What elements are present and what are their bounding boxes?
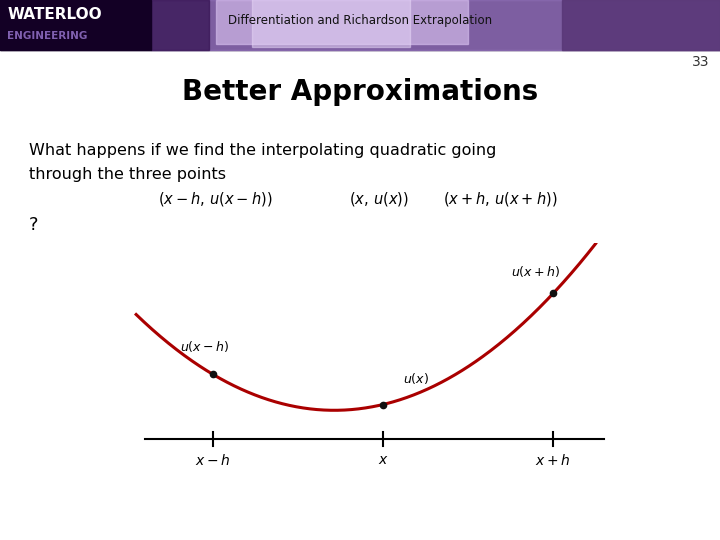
Text: $(x-h,\,u(x-h))$: $(x-h,\,u(x-h))$ <box>158 190 273 208</box>
Text: $x+h$: $x+h$ <box>536 453 571 468</box>
Text: through the three points: through the three points <box>29 167 226 183</box>
Text: ENGINEERING: ENGINEERING <box>7 31 88 40</box>
Text: $(x+h,\,u(x+h))$: $(x+h,\,u(x+h))$ <box>443 190 557 208</box>
Text: $u(x)$: $u(x)$ <box>403 372 429 386</box>
Text: 33: 33 <box>692 55 709 69</box>
Text: What happens if we find the interpolating quadratic going: What happens if we find the interpolatin… <box>29 143 496 158</box>
Text: Better Approximations: Better Approximations <box>182 78 538 106</box>
Text: $u(x+h)$: $u(x+h)$ <box>511 265 561 279</box>
Text: ?: ? <box>29 216 38 234</box>
Text: $x$: $x$ <box>377 453 388 467</box>
Text: $(x,\,u(x))$: $(x,\,u(x))$ <box>349 190 409 208</box>
Text: $u(x-h)$: $u(x-h)$ <box>179 339 229 354</box>
Text: Differentiation and Richardson Extrapolation: Differentiation and Richardson Extrapola… <box>228 15 492 28</box>
Text: WATERLOO: WATERLOO <box>7 8 102 22</box>
Text: $x-h$: $x-h$ <box>195 453 230 468</box>
